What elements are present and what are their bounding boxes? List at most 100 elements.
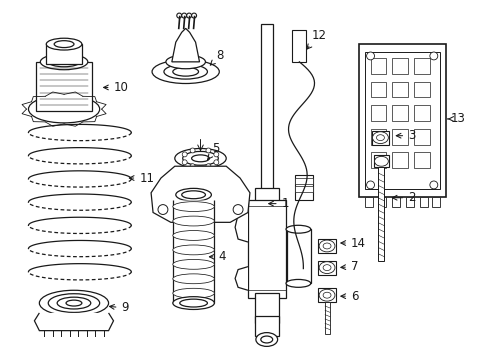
Circle shape (367, 181, 374, 189)
Circle shape (206, 164, 211, 169)
Ellipse shape (180, 299, 207, 307)
Ellipse shape (173, 288, 214, 298)
Ellipse shape (48, 57, 80, 67)
Bar (414, 129, 430, 145)
Ellipse shape (319, 240, 335, 252)
Bar (255, 188, 279, 206)
Bar (392, 82, 408, 97)
Circle shape (182, 152, 187, 157)
Ellipse shape (54, 41, 74, 48)
Ellipse shape (323, 292, 331, 298)
Bar (378, 167, 384, 261)
Circle shape (430, 52, 438, 60)
Text: 6: 6 (341, 290, 358, 303)
Text: 9: 9 (110, 301, 129, 315)
Bar (318, 239, 336, 253)
Ellipse shape (183, 152, 219, 165)
Ellipse shape (57, 297, 91, 309)
Ellipse shape (261, 336, 272, 343)
Ellipse shape (173, 274, 214, 284)
Polygon shape (34, 313, 114, 330)
Ellipse shape (286, 225, 311, 233)
Ellipse shape (166, 55, 205, 69)
Bar (255, 316, 279, 336)
Bar (371, 131, 390, 145)
Bar (365, 52, 440, 189)
Ellipse shape (173, 230, 214, 240)
Ellipse shape (173, 260, 214, 269)
Bar (373, 156, 390, 167)
Circle shape (206, 148, 211, 153)
Bar (414, 58, 430, 74)
Text: 14: 14 (341, 237, 366, 249)
Bar (406, 197, 414, 207)
Bar (295, 175, 313, 200)
Ellipse shape (40, 54, 88, 70)
Ellipse shape (46, 38, 82, 50)
Circle shape (233, 204, 243, 215)
Bar (392, 197, 400, 207)
Ellipse shape (323, 265, 331, 271)
Ellipse shape (192, 155, 209, 162)
Bar (248, 200, 286, 298)
Circle shape (214, 152, 219, 157)
Polygon shape (235, 212, 248, 242)
Polygon shape (173, 200, 214, 303)
Bar (46, 44, 82, 64)
Text: 12: 12 (307, 29, 326, 49)
Bar (365, 197, 372, 207)
Ellipse shape (173, 245, 214, 255)
Bar (287, 229, 311, 283)
Bar (255, 293, 279, 323)
Polygon shape (151, 166, 250, 222)
Bar (392, 129, 408, 145)
Ellipse shape (182, 191, 205, 199)
Ellipse shape (319, 289, 335, 301)
Text: 3: 3 (396, 129, 416, 142)
Ellipse shape (256, 333, 278, 346)
Bar (414, 82, 430, 97)
Ellipse shape (173, 216, 214, 226)
Bar (295, 186, 313, 192)
Text: 5: 5 (208, 142, 220, 159)
Text: 8: 8 (210, 49, 224, 65)
Ellipse shape (173, 67, 198, 76)
Circle shape (187, 13, 192, 18)
Ellipse shape (376, 135, 384, 141)
Bar (392, 105, 408, 121)
Circle shape (190, 148, 195, 153)
Bar (378, 197, 387, 207)
Text: 13: 13 (448, 112, 466, 125)
Circle shape (190, 164, 195, 169)
Circle shape (367, 52, 374, 60)
Bar (370, 152, 387, 168)
Ellipse shape (28, 95, 99, 123)
Ellipse shape (48, 294, 99, 312)
Ellipse shape (323, 243, 331, 249)
Bar (370, 58, 387, 74)
Ellipse shape (374, 156, 389, 166)
Bar (392, 58, 408, 74)
Ellipse shape (319, 262, 335, 274)
Bar (359, 44, 446, 197)
Polygon shape (235, 267, 248, 290)
Bar (295, 178, 313, 184)
Text: 4: 4 (209, 250, 226, 263)
Circle shape (214, 160, 219, 165)
Bar (36, 62, 92, 111)
Polygon shape (172, 28, 199, 62)
Bar (325, 302, 330, 334)
Circle shape (430, 181, 438, 189)
Bar (420, 197, 428, 207)
Bar (318, 288, 336, 302)
Circle shape (177, 13, 182, 18)
Ellipse shape (66, 300, 82, 306)
Bar (414, 105, 430, 121)
Ellipse shape (175, 148, 226, 168)
Ellipse shape (164, 64, 207, 79)
Circle shape (182, 13, 187, 18)
Bar (370, 129, 387, 145)
Bar (261, 24, 272, 207)
Ellipse shape (176, 188, 211, 201)
Ellipse shape (286, 279, 311, 287)
